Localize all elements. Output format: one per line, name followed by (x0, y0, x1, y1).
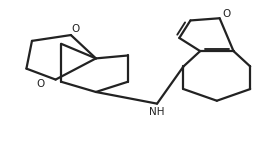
Text: O: O (222, 9, 231, 19)
Text: O: O (36, 79, 44, 89)
Text: NH: NH (149, 107, 165, 117)
Text: O: O (71, 24, 79, 34)
